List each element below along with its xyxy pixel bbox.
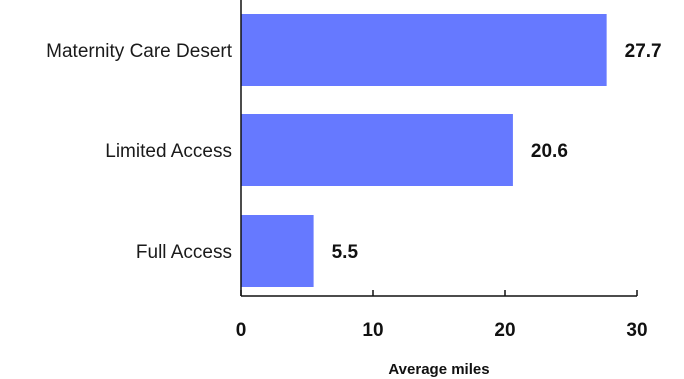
x-axis-ticks: 0 10 20 30 (236, 290, 648, 341)
bars-group (241, 14, 607, 287)
value-label-full-access: 5.5 (332, 242, 359, 263)
value-labels: 27.7 20.6 5.5 (332, 41, 662, 263)
x-tick-label-30: 30 (626, 320, 647, 341)
bar-limited-access (241, 114, 513, 186)
x-axis-title: Average miles (388, 361, 489, 378)
x-tick-label-0: 0 (236, 320, 247, 341)
category-label-maternity-care-desert: Maternity Care Desert (46, 41, 233, 62)
category-label-limited-access: Limited Access (105, 141, 232, 162)
category-labels: Maternity Care Desert Limited Access Full … (46, 41, 233, 263)
x-tick-label-10: 10 (362, 320, 383, 341)
bar-maternity-care-desert (241, 14, 607, 86)
value-label-limited-access: 20.6 (531, 141, 568, 162)
value-label-maternity-care-desert: 27.7 (625, 41, 662, 62)
bar-full-access (241, 215, 314, 287)
category-label-full-access: Full Access (136, 242, 232, 263)
x-tick-label-20: 20 (494, 320, 515, 341)
